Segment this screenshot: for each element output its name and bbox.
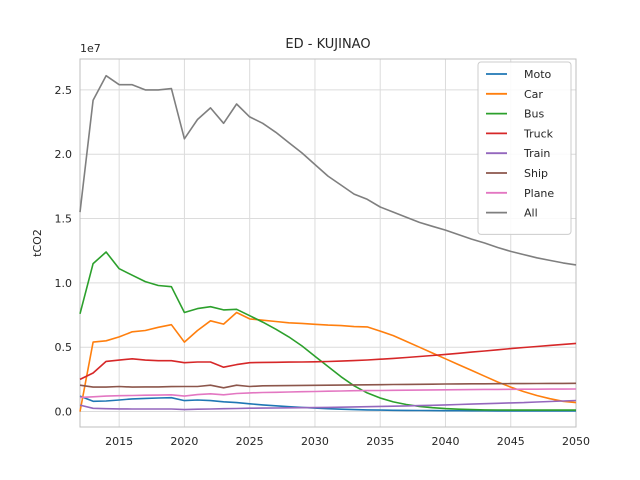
legend-label-all: All — [524, 207, 538, 220]
x-tick-labels: 2015 2020 2025 2030 2035 2040 2045 2050 — [105, 435, 590, 448]
x-tick-label: 2040 — [431, 435, 459, 448]
series-line-ship — [79, 382, 577, 389]
x-tick-label: 2030 — [301, 435, 329, 448]
y-tick-label: 2.0 — [55, 148, 73, 161]
y-tick-label: 0.5 — [55, 341, 73, 354]
series-line-all — [79, 74, 577, 266]
series-line-car — [79, 311, 577, 412]
series-lines — [79, 74, 577, 412]
legend-box — [477, 61, 572, 235]
chart-title: ED - KUJINAO — [285, 37, 370, 52]
x-tick-label: 2035 — [366, 435, 394, 448]
x-tick-label: 2025 — [236, 435, 264, 448]
series-line-plane — [79, 388, 577, 399]
y-tick-label: 2.5 — [55, 84, 73, 97]
legend-label-truck: Truck — [523, 127, 554, 140]
legend-label-moto: Moto — [524, 68, 552, 81]
series-line-train — [79, 399, 577, 411]
y-tick-label: 0.0 — [55, 406, 73, 419]
legend: Moto Car Bus Truck Train Ship Plane All — [477, 61, 572, 235]
y-axis-offset-label: 1e7 — [80, 42, 101, 55]
y-tick-labels: 0.0 0.5 1.0 1.5 2.0 2.5 — [55, 84, 73, 419]
series-line-moto — [79, 395, 576, 412]
legend-label-bus: Bus — [524, 108, 545, 121]
legend-label-plane: Plane — [524, 187, 554, 200]
legend-label-ship: Ship — [524, 167, 548, 180]
series-line-truck — [79, 342, 577, 381]
x-tick-label: 2015 — [105, 435, 133, 448]
legend-label-car: Car — [524, 88, 543, 101]
plot-frame — [79, 58, 577, 428]
series-line-bus — [79, 251, 576, 411]
y-tick-label: 1.0 — [55, 277, 73, 290]
y-tick-label: 1.5 — [55, 213, 73, 226]
y-axis-title: tCO2 — [31, 229, 44, 257]
x-tick-label: 2050 — [562, 435, 590, 448]
legend-label-train: Train — [523, 147, 550, 160]
x-tick-label: 2020 — [170, 435, 198, 448]
x-tick-label: 2045 — [497, 435, 525, 448]
